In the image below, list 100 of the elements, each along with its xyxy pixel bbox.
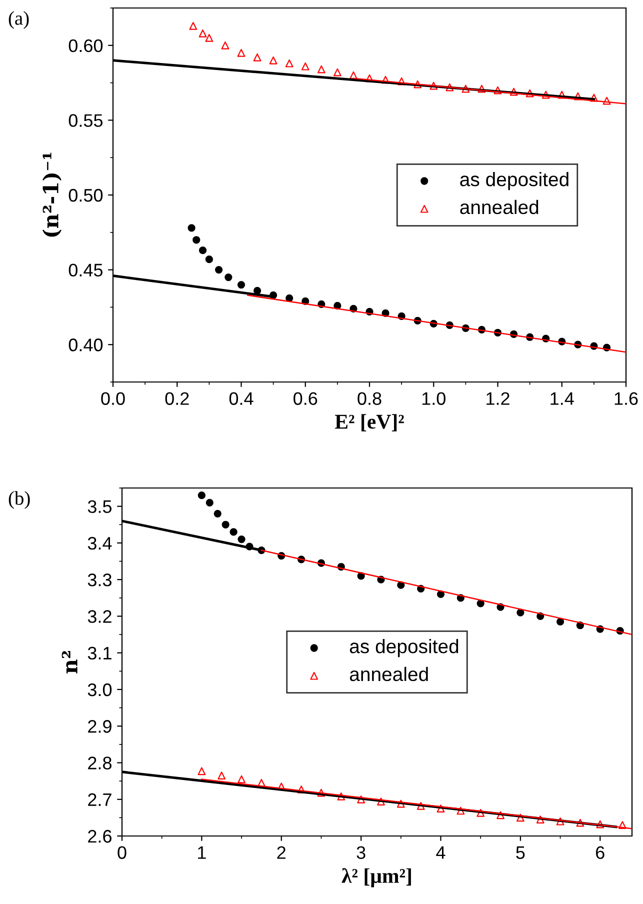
point — [218, 772, 226, 780]
point — [574, 92, 582, 100]
x-tick-label: 1.2 — [486, 392, 510, 405]
point — [618, 821, 626, 829]
point — [205, 256, 213, 264]
point — [221, 41, 230, 50]
point — [436, 804, 445, 812]
y-tick-label: 3.1 — [88, 646, 112, 660]
point — [230, 528, 238, 536]
text: (b) — [8, 491, 30, 509]
x-tick-label: 5 — [516, 846, 525, 859]
point — [286, 294, 294, 302]
legend-label: as deposited — [350, 639, 458, 658]
point — [301, 62, 310, 70]
x-axis-title: λ² [μm²] — [342, 868, 411, 888]
point — [536, 816, 544, 824]
x-tick-label: 0.2 — [165, 392, 189, 405]
point — [238, 535, 246, 544]
text: (a) — [8, 11, 29, 29]
point — [476, 808, 485, 817]
x-tick-label: 0.0 — [101, 392, 125, 405]
point — [398, 77, 406, 86]
x-tick-label: 0.8 — [358, 392, 382, 405]
legend-label: as deposited — [460, 172, 568, 190]
point — [198, 29, 207, 38]
x-tick-label: 2 — [277, 846, 286, 859]
x-tick-label: 1.4 — [550, 392, 574, 405]
point — [297, 786, 306, 794]
y-tick-label: 2.9 — [88, 720, 112, 733]
y-tick-label: 0.45 — [68, 264, 103, 277]
point — [317, 65, 326, 74]
point — [337, 792, 346, 800]
point — [396, 800, 405, 808]
point — [377, 798, 385, 806]
point — [189, 22, 198, 30]
point — [516, 814, 524, 822]
point — [542, 90, 550, 99]
y-tick-label: 0.50 — [68, 188, 103, 202]
point — [237, 48, 246, 57]
y-tick-label: 0.40 — [68, 338, 103, 352]
point — [576, 818, 584, 827]
point — [596, 820, 604, 828]
point — [269, 56, 278, 64]
x-tick-label: 0.6 — [294, 392, 318, 405]
point — [214, 510, 222, 518]
point — [478, 84, 486, 93]
point — [237, 280, 246, 289]
point — [333, 68, 342, 76]
y-tick-label: 3.0 — [88, 683, 112, 696]
x-tick-label: 1 — [198, 846, 206, 859]
point — [257, 778, 266, 787]
x-tick-label: 3 — [356, 846, 366, 859]
point — [188, 224, 196, 232]
legend-label: annealed — [460, 200, 538, 214]
point — [350, 71, 358, 80]
x-tick-label: 1.0 — [422, 392, 446, 405]
x-tick-label: 0.4 — [229, 392, 254, 405]
point — [416, 802, 425, 810]
y-tick-label: 2.7 — [88, 793, 112, 806]
y-axis-title: n² — [62, 651, 78, 674]
x-tick-label: 0 — [118, 846, 126, 859]
y-tick-label: 2.8 — [88, 756, 112, 770]
point — [192, 236, 200, 244]
y-tick-label: 3.5 — [88, 500, 112, 514]
y-tick-label: 3.4 — [88, 536, 112, 550]
point — [556, 817, 564, 826]
point — [446, 83, 454, 92]
point — [496, 811, 504, 820]
y-tick-label: 3.3 — [88, 574, 112, 586]
point — [494, 86, 502, 94]
point — [414, 80, 422, 88]
point — [198, 492, 206, 500]
point — [462, 84, 470, 93]
x-tick-label: 6 — [596, 846, 604, 859]
point — [238, 775, 246, 784]
y-tick-label: 3.2 — [88, 610, 112, 623]
point — [558, 90, 566, 99]
point — [317, 788, 326, 797]
y-tick-label: 0.55 — [68, 114, 103, 127]
point — [253, 53, 262, 62]
point — [214, 266, 223, 274]
y-tick-label: 2.6 — [88, 830, 112, 843]
point — [510, 88, 518, 96]
point — [526, 89, 534, 98]
point — [436, 590, 445, 598]
point — [602, 96, 611, 105]
x-axis-title: E² [eV]² — [334, 414, 404, 432]
legend-label: annealed — [350, 666, 428, 682]
point — [556, 618, 564, 626]
x-tick-label: 4 — [436, 846, 446, 859]
point — [222, 520, 230, 528]
x-tick-label: 1.6 — [614, 392, 638, 405]
point — [205, 34, 214, 42]
point — [206, 498, 214, 506]
point — [198, 246, 207, 254]
y-tick-label: 0.60 — [68, 39, 103, 52]
point — [357, 795, 366, 804]
point — [285, 59, 294, 68]
point — [430, 82, 438, 90]
point — [224, 273, 232, 282]
